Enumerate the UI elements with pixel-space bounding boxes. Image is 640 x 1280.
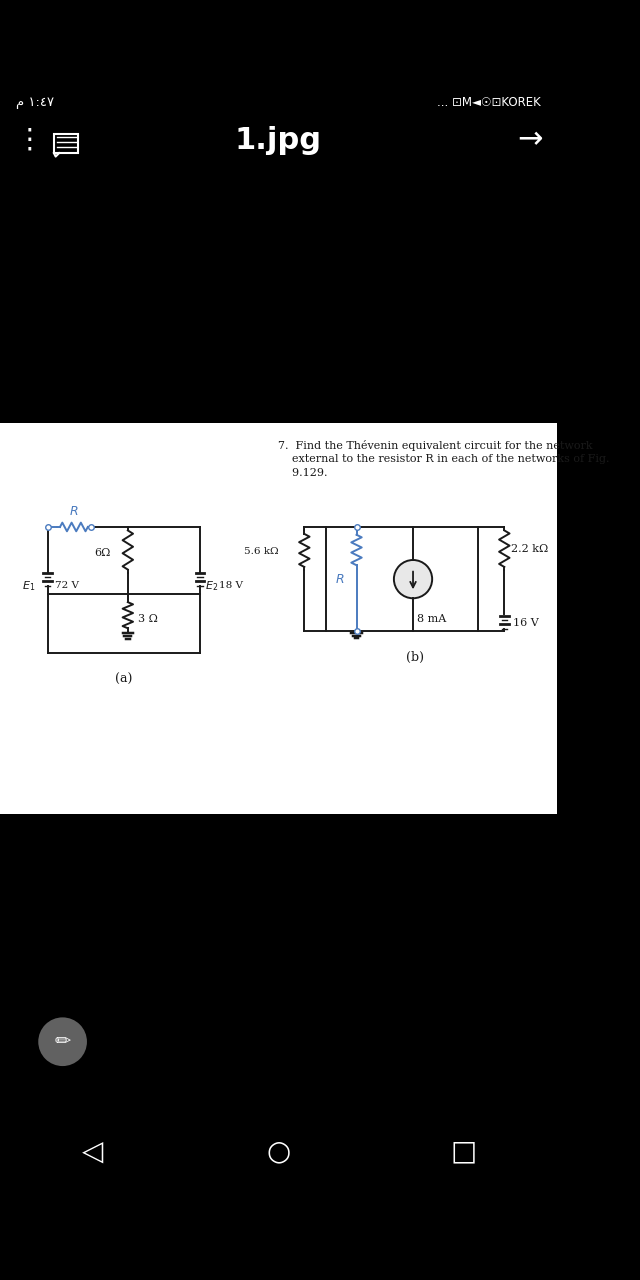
Circle shape	[394, 561, 432, 598]
Text: ... ⊡M◄☉⊡KOREK: ... ⊡M◄☉⊡KOREK	[437, 96, 541, 109]
Text: →: →	[518, 125, 543, 155]
Text: (b): (b)	[406, 652, 424, 664]
Text: 3 Ω: 3 Ω	[138, 613, 158, 623]
Text: external to the resistor R in each of the networks of Fig.: external to the resistor R in each of th…	[278, 454, 610, 463]
Text: ✏: ✏	[54, 1032, 71, 1051]
Text: ◁: ◁	[83, 1138, 104, 1165]
Text: 5.6 kΩ: 5.6 kΩ	[244, 547, 278, 556]
Text: ⋮: ⋮	[15, 125, 44, 154]
Text: $E_1$: $E_1$	[22, 579, 36, 593]
Text: 8 mA: 8 mA	[417, 614, 447, 625]
Text: 1.jpg: 1.jpg	[235, 125, 322, 155]
Text: 18 V: 18 V	[219, 581, 243, 590]
FancyBboxPatch shape	[0, 422, 557, 814]
Text: 2.2 kΩ: 2.2 kΩ	[511, 544, 548, 554]
Text: 6Ω: 6Ω	[94, 548, 111, 558]
Text: 9.129.: 9.129.	[278, 467, 328, 477]
Text: $R$: $R$	[69, 506, 79, 518]
Circle shape	[38, 1018, 87, 1066]
Text: ○: ○	[266, 1138, 291, 1165]
Text: $R$: $R$	[335, 572, 344, 586]
Text: م ١:٤٧: م ١:٤٧	[15, 96, 54, 109]
Text: 72 V: 72 V	[55, 581, 79, 590]
Text: (a): (a)	[115, 672, 132, 686]
Text: $E_2$: $E_2$	[205, 579, 218, 593]
Text: □: □	[451, 1138, 477, 1165]
Text: 16 V: 16 V	[513, 618, 539, 627]
Text: 7.  Find the Thévenin equivalent circuit for the network: 7. Find the Thévenin equivalent circuit …	[278, 440, 593, 451]
